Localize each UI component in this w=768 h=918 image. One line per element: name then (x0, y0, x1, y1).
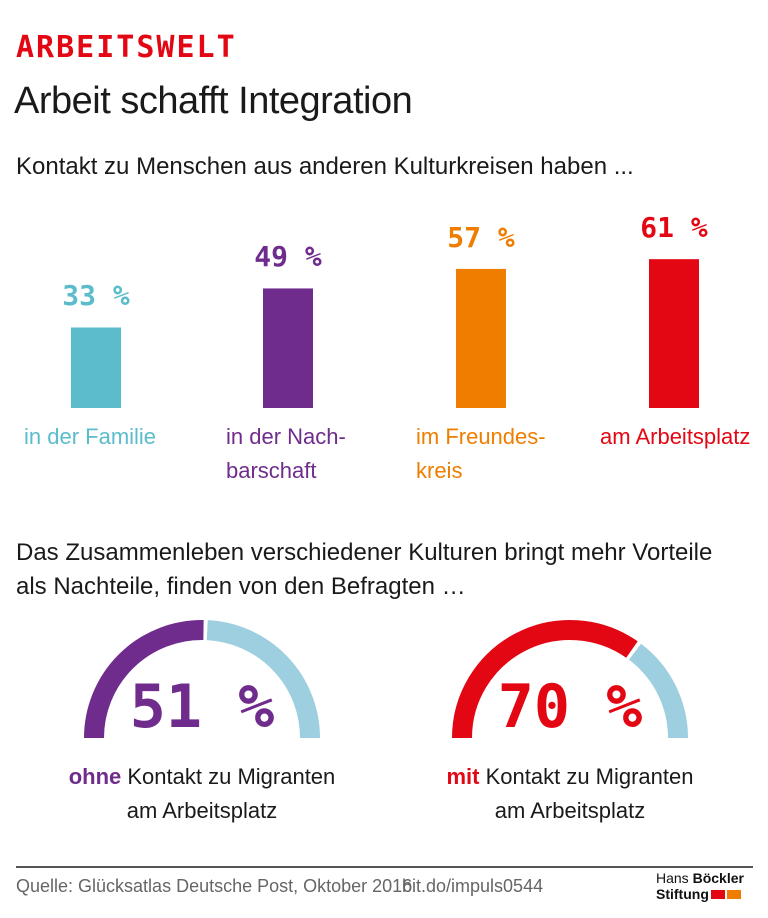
bar-4 (649, 259, 699, 408)
kicker: ARBEITSWELT (16, 30, 237, 65)
bar-category-label: barschaft (226, 458, 317, 483)
gauge-remainder-arc (206, 620, 320, 739)
gauge-section-title: Das Zusammenleben verschiedener Kulturen… (16, 539, 713, 600)
gauge-label-line2: am Arbeitsplatz (126, 798, 278, 823)
logo-square-orange (726, 890, 741, 899)
bar-category-label: in der Nach- (226, 424, 346, 449)
source-text: Quelle: Glücksatlas Deutsche Post, Oktob… (16, 876, 413, 896)
logo-text-hans: Hans (656, 870, 693, 886)
gauge-label-line1: ohne Kontakt zu Migranten (42, 760, 362, 794)
source-link[interactable]: bit.do/impuls0544 (402, 876, 544, 896)
bar-value-label: 49 % (254, 240, 322, 274)
bar-category-label: in der Familie (24, 424, 157, 449)
logo-text-stiftung: Stiftung (656, 886, 709, 902)
bar-category-label: im Freundes- (416, 424, 546, 449)
bar-value-label: 61 % (640, 211, 708, 245)
logo-square-red (710, 890, 725, 899)
gauge-value-arc (84, 620, 204, 739)
page-title: Arbeit schafft Integration (14, 80, 413, 122)
gauge-value: 70 % (497, 672, 643, 742)
gauge-remainder-arc (628, 643, 688, 739)
gauge-value-arc (452, 620, 638, 739)
bar-value-label: 57 % (447, 220, 515, 254)
gauge-label-rest: Kontakt zu Migranten (479, 764, 694, 789)
bar-chart-title: Kontakt zu Menschen aus anderen Kulturkr… (16, 153, 634, 180)
gauge-label-line1: mit Kontakt zu Migranten (410, 760, 730, 794)
bar-1 (71, 327, 121, 408)
gauge-label-rest: Kontakt zu Migranten (121, 764, 336, 789)
bar-3 (456, 268, 506, 408)
footer-divider (16, 866, 753, 868)
bar-category-label: am Arbeitsplatz (600, 424, 751, 449)
bar-value-label: 33 % (62, 279, 130, 313)
gauge-label-line2: am Arbeitsplatz (494, 798, 646, 823)
gauge-label-emphasis: mit (446, 764, 480, 789)
gauge-value: 51 % (129, 672, 275, 742)
hans-boeckler-logo: Hans Böckler Stiftung (656, 870, 744, 902)
bar-category-label: kreis (416, 458, 463, 483)
bar-2 (263, 288, 313, 408)
gauge-label-emphasis: ohne (68, 764, 122, 789)
logo-text-boeckler: Böckler (692, 870, 744, 886)
